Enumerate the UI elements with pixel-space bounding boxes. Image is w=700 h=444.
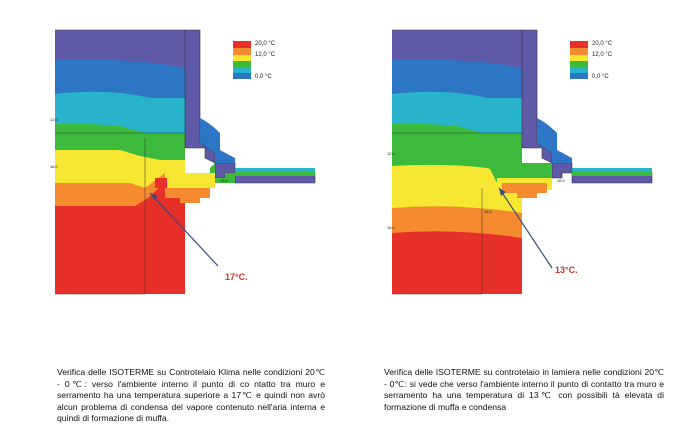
caption-text: Verifica delle ISOTERME su Controtelaio …: [57, 367, 325, 424]
thermal-simulation-right: 12,0 16,0 16,0 16,0 20,0 °C 12,0 °C 0,0 …: [387, 29, 653, 295]
legend-swatch-orange: [570, 48, 588, 55]
legend-swatch-green: [233, 61, 251, 67]
frame-orange-band: [502, 183, 547, 198]
caption-left: Verifica delle ISOTERME su Controtelaio …: [57, 367, 325, 425]
thermal-simulation-left: 12,0 16,0 16,0 20,0 °C 12,0 °C 0,0 °C 17…: [50, 29, 316, 295]
contact-point-warm: [155, 178, 167, 188]
arrowhead: [499, 188, 506, 196]
thermal-diagram-klima: 12,0 16,0 16,0 20,0 °C 12,0 °C 0,0 °C 17…: [50, 28, 320, 298]
iso-label: 16,0: [484, 209, 493, 214]
callout-arrow: [149, 192, 219, 267]
iso-label: 12,0: [387, 151, 396, 156]
legend-max: 20,0 °C: [255, 41, 276, 47]
iso-label: 12,0: [50, 117, 59, 122]
legend-min: 0,0 °C: [592, 74, 609, 80]
callout-temperature: 13°C.: [555, 265, 578, 275]
sill-green-band: [572, 172, 652, 176]
caption-right: Verifica delle ISOTERME su controtelaio …: [384, 367, 664, 413]
sill-green-band: [235, 172, 315, 176]
legend-swatch-green: [570, 61, 588, 67]
legend-swatch-yellow: [233, 55, 251, 61]
legend-swatch-red: [570, 41, 588, 48]
legend-mid: 12,0 °C: [255, 52, 276, 58]
exterior-cold-zone: [392, 30, 522, 68]
legend-max: 20,0 °C: [592, 41, 613, 47]
legend-swatch-red: [233, 41, 251, 48]
legend-swatch-blue: [570, 73, 588, 79]
exterior-cold-zone: [55, 30, 185, 68]
legend-swatch-blue: [233, 73, 251, 79]
sill-teal-band: [572, 168, 652, 172]
legend-swatch-orange: [233, 48, 251, 55]
callout-arrow: [498, 187, 553, 269]
legend-swatch-yellow: [570, 55, 588, 61]
iso-label: 16,0: [50, 164, 59, 169]
arrowhead: [150, 193, 158, 200]
callout-temperature: 17°C.: [225, 272, 248, 282]
frame-blue-band: [537, 118, 652, 173]
frame-blue-band: [200, 118, 315, 173]
iso-label: 16,0: [557, 178, 566, 183]
legend-min: 0,0 °C: [255, 74, 272, 80]
caption-text: Verifica delle ISOTERME su controtelaio …: [384, 367, 664, 412]
thermal-diagram-lamiera: 12,0 16,0 16,0 16,0 20,0 °C 12,0 °C 0,0 …: [387, 28, 657, 298]
iso-label: 16,0: [387, 225, 396, 230]
frame-orange-band: [165, 188, 210, 203]
legend-swatch-teal: [570, 67, 588, 73]
frame-green-band: [210, 163, 235, 183]
iso-label: 16,0: [220, 178, 229, 183]
sill-teal-band: [235, 168, 315, 172]
legend-swatch-teal: [233, 67, 251, 73]
legend-mid: 12,0 °C: [592, 52, 613, 58]
